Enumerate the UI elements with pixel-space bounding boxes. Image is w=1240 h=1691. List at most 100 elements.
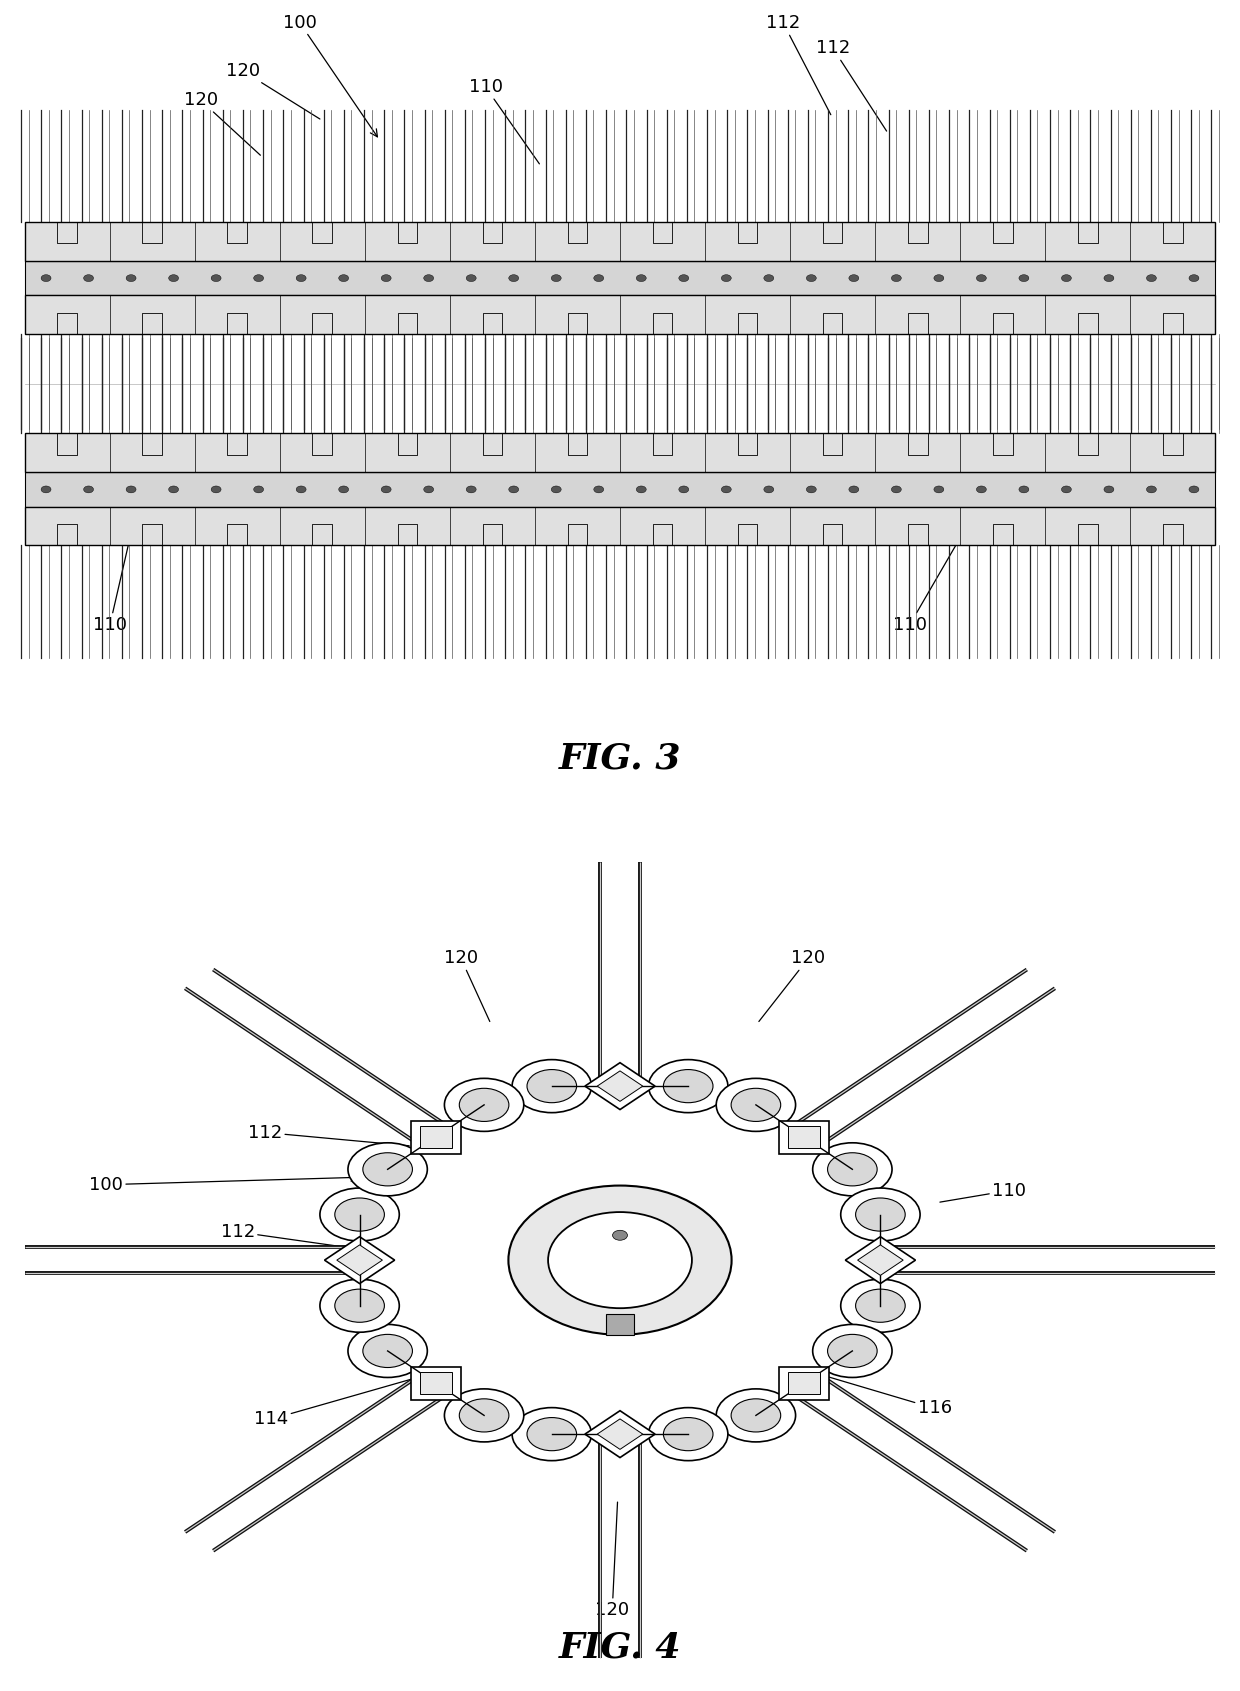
Text: 120: 120 xyxy=(759,950,826,1021)
Circle shape xyxy=(732,1089,781,1121)
Circle shape xyxy=(1019,485,1029,492)
Circle shape xyxy=(169,274,179,282)
Bar xyxy=(25,260,1215,296)
Polygon shape xyxy=(325,1236,394,1283)
Circle shape xyxy=(126,485,136,492)
Bar xyxy=(606,1314,634,1334)
Circle shape xyxy=(663,1417,713,1451)
Circle shape xyxy=(717,1388,796,1442)
Text: 110: 110 xyxy=(940,1182,1025,1202)
Circle shape xyxy=(806,274,816,282)
Circle shape xyxy=(594,274,604,282)
Circle shape xyxy=(444,1388,523,1442)
Circle shape xyxy=(976,485,986,492)
Polygon shape xyxy=(412,1121,461,1153)
Circle shape xyxy=(335,1197,384,1231)
Circle shape xyxy=(764,274,774,282)
Circle shape xyxy=(508,274,518,282)
Polygon shape xyxy=(779,1121,828,1153)
Circle shape xyxy=(856,1289,905,1322)
Text: 112: 112 xyxy=(248,1123,409,1146)
Circle shape xyxy=(348,1324,428,1378)
Polygon shape xyxy=(858,1245,903,1275)
Circle shape xyxy=(636,485,646,492)
Circle shape xyxy=(459,1089,508,1121)
Polygon shape xyxy=(412,1366,461,1400)
Text: FIG. 3: FIG. 3 xyxy=(559,742,681,776)
Circle shape xyxy=(83,485,93,492)
Circle shape xyxy=(976,274,986,282)
Circle shape xyxy=(335,1289,384,1322)
Circle shape xyxy=(722,274,732,282)
Circle shape xyxy=(892,274,901,282)
Circle shape xyxy=(806,485,816,492)
Circle shape xyxy=(41,485,51,492)
Circle shape xyxy=(552,485,562,492)
Text: 120: 120 xyxy=(226,63,320,118)
Text: 110: 110 xyxy=(893,484,992,634)
Polygon shape xyxy=(598,1419,642,1449)
Circle shape xyxy=(663,1069,713,1103)
Circle shape xyxy=(548,1212,692,1309)
Circle shape xyxy=(934,274,944,282)
Circle shape xyxy=(849,274,859,282)
Bar xyxy=(25,222,1215,260)
Circle shape xyxy=(764,485,774,492)
Circle shape xyxy=(320,1189,399,1241)
Circle shape xyxy=(339,485,348,492)
Circle shape xyxy=(841,1278,920,1333)
Circle shape xyxy=(1104,485,1114,492)
Circle shape xyxy=(722,485,732,492)
Circle shape xyxy=(678,485,688,492)
Circle shape xyxy=(211,274,221,282)
Circle shape xyxy=(1061,485,1071,492)
Polygon shape xyxy=(585,1062,655,1109)
Text: 120: 120 xyxy=(444,950,490,1021)
Circle shape xyxy=(892,485,901,492)
Circle shape xyxy=(613,1231,627,1240)
Circle shape xyxy=(83,274,93,282)
Circle shape xyxy=(1061,274,1071,282)
Circle shape xyxy=(1104,274,1114,282)
Text: 112: 112 xyxy=(816,39,887,132)
Text: 110: 110 xyxy=(93,484,143,634)
Circle shape xyxy=(856,1197,905,1231)
Polygon shape xyxy=(337,1245,382,1275)
Circle shape xyxy=(211,485,221,492)
Circle shape xyxy=(527,1417,577,1451)
Circle shape xyxy=(841,1189,920,1241)
Circle shape xyxy=(732,1398,781,1432)
Circle shape xyxy=(296,485,306,492)
Circle shape xyxy=(552,274,562,282)
Circle shape xyxy=(812,1324,892,1378)
Circle shape xyxy=(444,1079,523,1131)
Circle shape xyxy=(512,1060,591,1113)
Text: FIG. 4: FIG. 4 xyxy=(559,1630,681,1666)
Text: 110: 110 xyxy=(469,78,539,164)
Text: 112: 112 xyxy=(221,1223,378,1251)
Circle shape xyxy=(1147,485,1157,492)
Circle shape xyxy=(126,274,136,282)
Circle shape xyxy=(636,274,646,282)
Polygon shape xyxy=(598,1070,642,1101)
Circle shape xyxy=(678,274,688,282)
Circle shape xyxy=(649,1407,728,1461)
Circle shape xyxy=(594,485,604,492)
Circle shape xyxy=(527,1069,577,1103)
Circle shape xyxy=(812,1143,892,1196)
Circle shape xyxy=(381,274,391,282)
Circle shape xyxy=(1189,485,1199,492)
Text: 114: 114 xyxy=(254,1371,436,1429)
Circle shape xyxy=(466,274,476,282)
Text: 100: 100 xyxy=(89,1174,358,1194)
Circle shape xyxy=(424,274,434,282)
Circle shape xyxy=(169,485,179,492)
Text: 120: 120 xyxy=(595,1502,630,1618)
Polygon shape xyxy=(787,1126,820,1148)
Circle shape xyxy=(296,274,306,282)
Circle shape xyxy=(254,485,264,492)
Circle shape xyxy=(466,485,476,492)
Circle shape xyxy=(254,274,264,282)
Circle shape xyxy=(41,274,51,282)
Circle shape xyxy=(649,1060,728,1113)
